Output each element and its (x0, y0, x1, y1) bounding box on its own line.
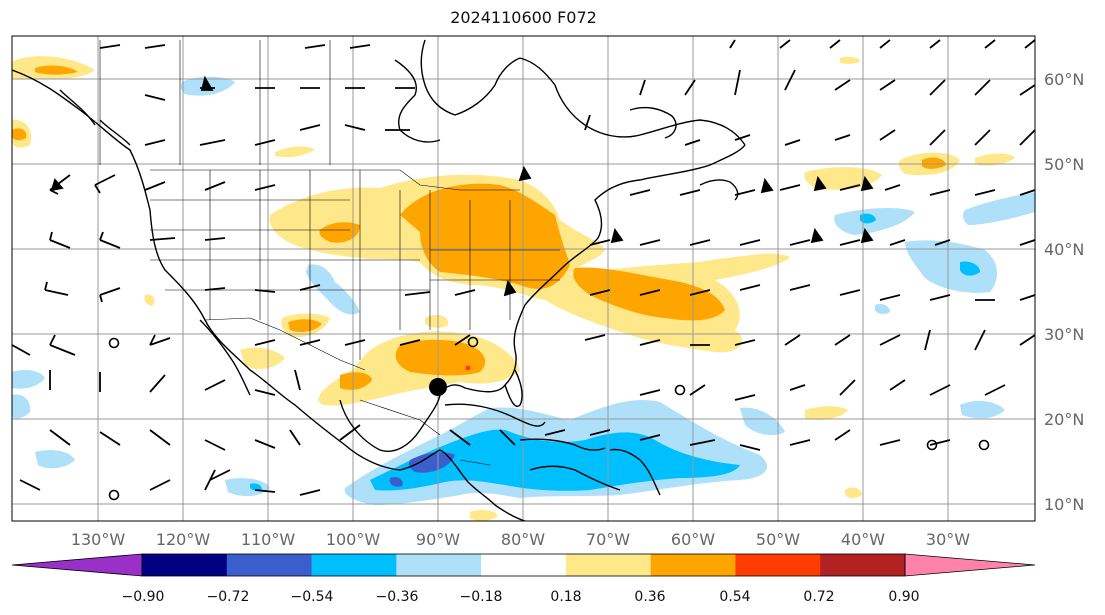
lon-label: 80°W (501, 530, 545, 549)
lat-label: 20°N (1044, 410, 1084, 429)
latitude-labels: 60°N 50°N 40°N 30°N 20°N 10°N (1044, 70, 1084, 514)
colorbar-tick: 0.36 (634, 589, 665, 605)
colorbar-segment (820, 554, 906, 576)
map-frame (11, 35, 1036, 522)
colorbar-segment (396, 554, 482, 576)
colorbar-tick: −0.54 (291, 589, 334, 605)
colorbar-segment (481, 554, 567, 576)
lat-label: 50°N (1044, 155, 1084, 174)
lat-label: 10°N (1044, 495, 1084, 514)
colorbar-extend-high (904, 553, 1036, 577)
colorbar-extend-low (11, 553, 143, 577)
lon-label: 60°W (671, 530, 715, 549)
colorbar (11, 553, 1036, 577)
lat-label: 30°N (1044, 325, 1084, 344)
lon-label: 50°W (756, 530, 800, 549)
lon-label: 100°W (326, 530, 381, 549)
negative-anomaly-shading (12, 76, 1035, 505)
colorbar-tick: 0.18 (550, 589, 581, 605)
colorbar-segment (735, 554, 821, 576)
colorbar-tick-labels: −0.90 −0.72 −0.54 −0.36 −0.18 0.18 0.36 … (122, 589, 920, 605)
calm-markers (108, 336, 990, 501)
colorbar-tick: 0.72 (803, 589, 834, 605)
lon-label: 90°W (416, 530, 460, 549)
colorbar-segment (226, 554, 313, 576)
colorbar-segment (311, 554, 397, 576)
colorbar-tick: −0.36 (376, 589, 419, 605)
longitude-labels: 130°W 120°W 110°W 100°W 90°W 80°W 70°W 6… (71, 530, 970, 549)
lon-label: 40°W (841, 530, 885, 549)
colorbar-segment (565, 554, 652, 576)
colorbar-segment (142, 554, 228, 576)
lon-label: 120°W (156, 530, 211, 549)
lat-label: 60°N (1044, 70, 1084, 89)
colorbar-tick: −0.18 (460, 589, 503, 605)
colorbar-tick: −0.90 (122, 589, 165, 605)
lon-label: 110°W (241, 530, 296, 549)
lon-label: 70°W (586, 530, 630, 549)
lat-label: 40°N (1044, 240, 1084, 259)
coastlines (12, 39, 746, 521)
colorbar-tick: 0.90 (888, 589, 919, 605)
colorbar-tick: −0.72 (207, 589, 250, 605)
graticule (12, 36, 1035, 521)
colorbar-tick: 0.54 (719, 589, 750, 605)
lon-label: 30°W (926, 530, 970, 549)
wind-barbs (12, 39, 1035, 496)
tropical-storm-marker (429, 378, 447, 396)
lon-label: 130°W (71, 530, 126, 549)
colorbar-border (141, 553, 906, 577)
colorbar-segment (650, 554, 736, 576)
map-title: 2024110600 F072 (450, 8, 597, 27)
political-borders (99, 40, 560, 466)
